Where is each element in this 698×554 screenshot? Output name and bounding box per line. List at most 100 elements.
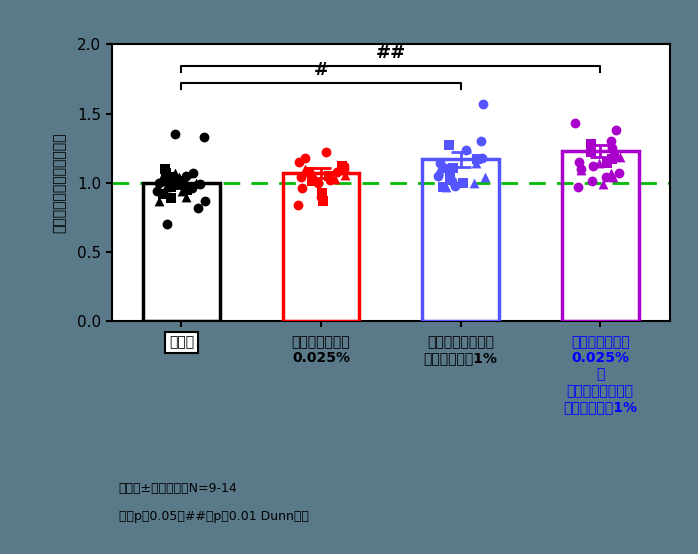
- Point: [166, 173, 177, 182]
- Text: 平均値±標準誤差、N=9-14: 平均値±標準誤差、N=9-14: [119, 482, 237, 495]
- Point: [316, 188, 327, 197]
- Text: #: #: [313, 61, 329, 79]
- Point: [200, 197, 211, 206]
- Point: [188, 168, 199, 177]
- Point: [177, 177, 188, 186]
- Point: [321, 148, 332, 157]
- Point: [444, 141, 455, 150]
- Point: [193, 203, 204, 212]
- Bar: [422, 160, 499, 321]
- Point: [331, 167, 342, 176]
- Point: [586, 148, 597, 157]
- Point: [440, 163, 451, 172]
- Point: [170, 130, 181, 139]
- Point: [160, 165, 171, 173]
- Point: [338, 162, 349, 171]
- Point: [315, 192, 327, 201]
- Point: [573, 158, 584, 167]
- Point: [174, 173, 185, 182]
- Point: [607, 155, 618, 164]
- Point: [448, 163, 459, 172]
- Point: [292, 201, 303, 209]
- Bar: [283, 173, 359, 321]
- Point: [306, 177, 317, 186]
- Point: [573, 183, 584, 192]
- Point: [306, 170, 317, 179]
- Point: [297, 184, 308, 193]
- Point: [605, 137, 616, 146]
- Point: [191, 178, 202, 187]
- Point: [570, 119, 581, 128]
- Point: [165, 183, 177, 192]
- Point: [339, 170, 350, 179]
- Point: [324, 171, 335, 180]
- Point: [444, 173, 455, 182]
- Point: [457, 178, 468, 187]
- Point: [318, 197, 329, 206]
- Point: [601, 173, 612, 182]
- Point: [576, 166, 587, 175]
- Point: [158, 189, 169, 198]
- Point: [433, 166, 445, 175]
- Point: [161, 183, 172, 192]
- Point: [614, 152, 625, 161]
- Point: [593, 159, 604, 168]
- Point: [169, 168, 180, 177]
- Point: [325, 176, 336, 184]
- Point: [304, 167, 315, 176]
- Point: [606, 144, 617, 153]
- Point: [186, 184, 198, 193]
- Point: [586, 177, 597, 186]
- Point: [470, 159, 482, 168]
- Point: [446, 177, 457, 186]
- Point: [597, 179, 609, 188]
- Text: ブラックリバース
ペプチド１　1%: ブラックリバース ペプチド１ 1%: [424, 335, 498, 366]
- Point: [585, 140, 596, 148]
- Point: [437, 183, 448, 192]
- Point: [181, 183, 192, 192]
- Text: ボタンピエキス
0.025%: ボタンピエキス 0.025%: [292, 335, 350, 366]
- Point: [432, 171, 443, 180]
- Point: [329, 174, 341, 183]
- Point: [299, 165, 311, 173]
- Point: [609, 151, 620, 160]
- Point: [294, 158, 305, 167]
- Point: [299, 153, 310, 162]
- Y-axis label: 毛包メラニン量（相対値）: 毛包メラニン量（相対値）: [52, 132, 66, 233]
- Point: [434, 159, 445, 168]
- Point: [177, 187, 188, 196]
- Bar: [562, 151, 639, 321]
- Point: [154, 178, 165, 187]
- Point: [608, 173, 619, 182]
- Point: [158, 177, 170, 186]
- Point: [480, 173, 491, 182]
- Text: ＃：p＜0.05，##：p＜0.01 Dunn検定: ＃：p＜0.05，##：p＜0.01 Dunn検定: [119, 510, 309, 522]
- Point: [181, 185, 193, 194]
- Point: [477, 100, 489, 109]
- Point: [336, 162, 347, 171]
- Point: [611, 126, 622, 135]
- Point: [172, 179, 184, 188]
- Point: [460, 145, 471, 154]
- Point: [198, 132, 209, 141]
- Point: [575, 165, 586, 173]
- Point: [295, 173, 306, 182]
- Point: [475, 137, 486, 146]
- Point: [165, 194, 177, 203]
- Point: [313, 178, 324, 187]
- Point: [161, 220, 172, 229]
- Point: [160, 168, 171, 177]
- Point: [194, 179, 205, 188]
- Point: [588, 162, 599, 171]
- Bar: [143, 183, 220, 321]
- Point: [339, 165, 350, 173]
- Point: [602, 159, 613, 168]
- Point: [181, 171, 192, 180]
- Point: [613, 168, 624, 177]
- Point: [605, 168, 616, 177]
- Point: [181, 192, 192, 201]
- Point: [476, 153, 487, 162]
- Point: [153, 197, 164, 206]
- Point: [469, 178, 480, 187]
- Text: ##: ##: [376, 44, 406, 63]
